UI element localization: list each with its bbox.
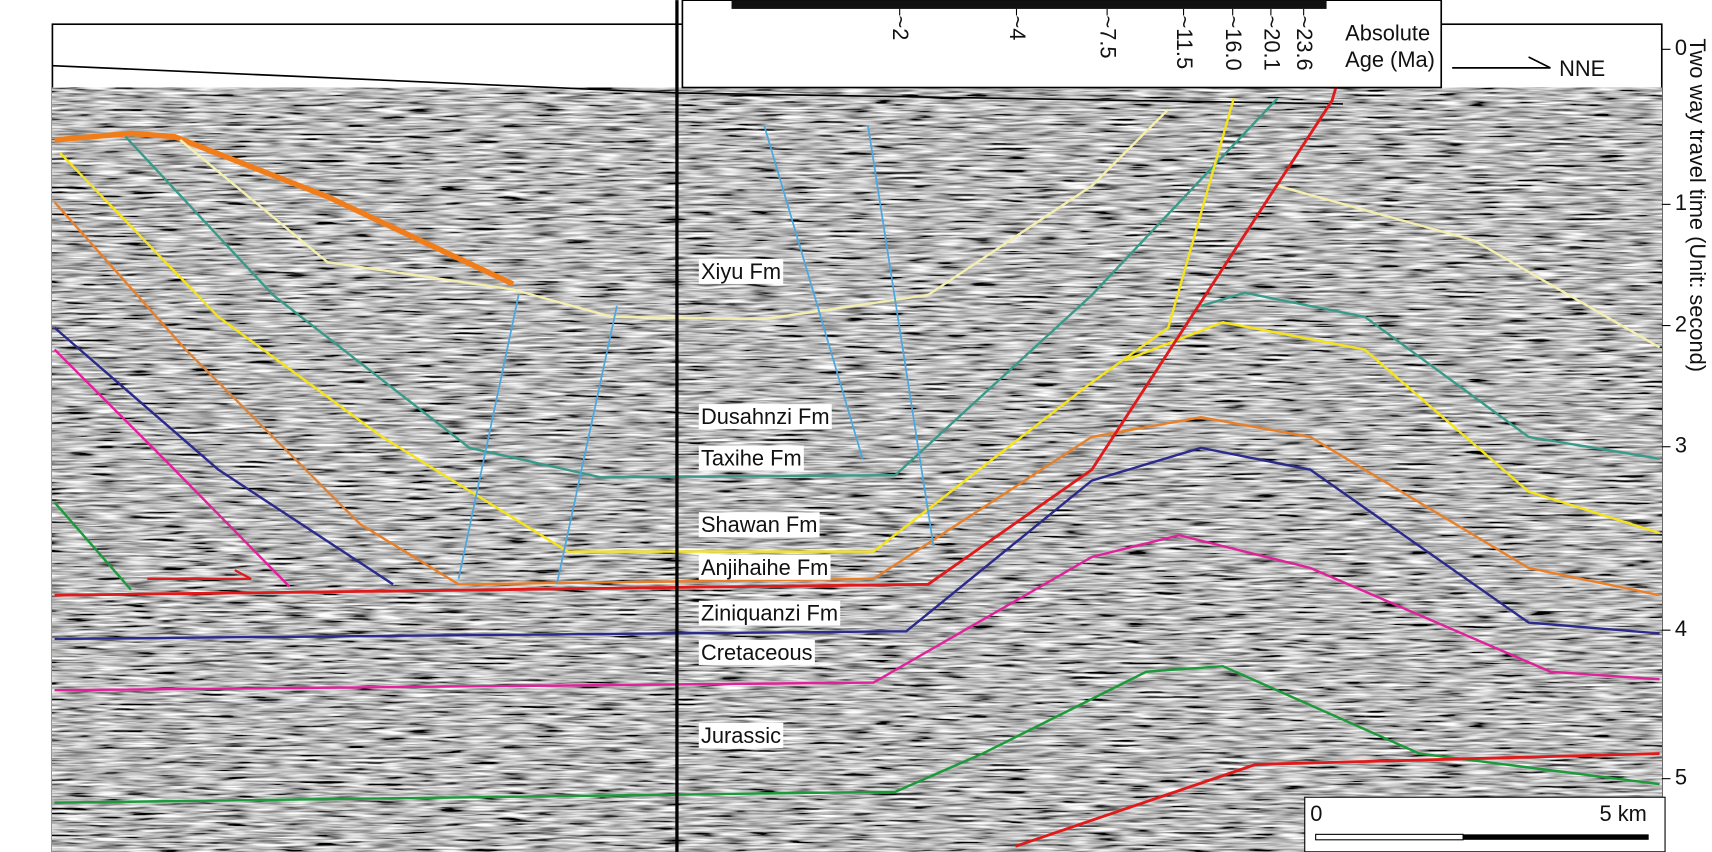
horizon bbox=[1200, 291, 1660, 460]
magnetostratigraphy-bar bbox=[731, 0, 1327, 9]
direction-arrow bbox=[1452, 56, 1551, 69]
normal-fault bbox=[867, 125, 935, 547]
scale-label: 0 bbox=[1310, 801, 1322, 826]
age-label: ~4 bbox=[1005, 15, 1030, 40]
formation: Cretaceous bbox=[698, 639, 815, 665]
horizon bbox=[1277, 184, 1661, 349]
horizon bbox=[53, 201, 1660, 597]
scale-segment bbox=[1315, 833, 1464, 841]
age-label: ~11.5 bbox=[1172, 15, 1197, 69]
age-label: ~23.6 bbox=[1292, 15, 1317, 70]
label-bg bbox=[698, 554, 831, 580]
horizon bbox=[59, 98, 1235, 553]
formation-label: Shawan Fm bbox=[701, 512, 817, 537]
scale-box bbox=[1304, 796, 1666, 852]
label-bg bbox=[698, 600, 841, 626]
tick-label: 3 bbox=[1675, 433, 1687, 458]
tick-label: 5 bbox=[1675, 764, 1687, 789]
formation: Jurassic bbox=[698, 722, 784, 748]
scale-bar: 0 5 km bbox=[1304, 796, 1666, 852]
label-bg bbox=[698, 722, 784, 748]
formation: Ziniquanzi Fm bbox=[698, 600, 841, 626]
horizon bbox=[53, 501, 132, 591]
horizon bbox=[53, 326, 394, 586]
age-label: ~7.5 bbox=[1096, 15, 1121, 58]
horizon bbox=[54, 664, 1660, 804]
tick-label: 4 bbox=[1675, 616, 1687, 641]
tick-label: 2 bbox=[1675, 311, 1687, 336]
formation-label: Cretaceous bbox=[701, 640, 813, 665]
horizon bbox=[53, 348, 291, 588]
tick-label: 0 bbox=[1675, 35, 1687, 60]
horizon bbox=[124, 97, 1279, 479]
formation-labels: Xiyu Fm Dusahnzi Fm Taxihe Fm Shawan Fm Anji… bbox=[698, 258, 841, 748]
horizon bbox=[179, 108, 1170, 321]
horizons bbox=[53, 81, 1661, 848]
time-axis: Two way travel time (Unit: second) 0 1 2 3 4… bbox=[1661, 35, 1710, 789]
age-label: ~2 bbox=[888, 15, 913, 40]
formation-label: Dusahnzi Fm bbox=[701, 404, 830, 429]
formation: Taxihe Fm bbox=[698, 445, 804, 471]
legend-title: Age (Ma) bbox=[1345, 47, 1435, 72]
label-bg bbox=[698, 639, 815, 665]
horizon bbox=[54, 446, 1660, 641]
formation-label: Anjihaihe Fm bbox=[701, 555, 828, 580]
formation-label: Taxihe Fm bbox=[701, 446, 802, 471]
seismic-texture bbox=[52, 87, 1662, 852]
label-bg bbox=[698, 512, 820, 538]
age-labels: ~2 ~4 ~7.5 ~11.5 ~16.0 ~20.1 ~23.6 bbox=[888, 8, 1317, 71]
normal-fault bbox=[763, 125, 864, 460]
formation-label: Jurassic bbox=[701, 723, 781, 748]
formation: Dusahnzi Fm bbox=[698, 404, 832, 430]
legend-box bbox=[681, 0, 1443, 89]
direction-label: NNE bbox=[1559, 56, 1605, 81]
formation: Shawan Fm bbox=[698, 512, 820, 538]
direction: NNE bbox=[1452, 56, 1605, 81]
formation: Xiyu Fm bbox=[698, 258, 784, 284]
age-label: ~20.1 bbox=[1259, 15, 1284, 70]
age-legend: Absolute Age (Ma) bbox=[681, 0, 1443, 89]
label-bg bbox=[698, 258, 784, 284]
label-bg bbox=[698, 404, 832, 430]
fault bbox=[54, 81, 1339, 597]
label-bg bbox=[698, 445, 804, 471]
age-label: ~16.0 bbox=[1221, 15, 1246, 70]
tick-label: 1 bbox=[1675, 190, 1687, 215]
thrust-arrow bbox=[147, 569, 252, 580]
normal-fault bbox=[457, 294, 520, 580]
horizon bbox=[54, 533, 1660, 692]
scale-segment bbox=[1463, 834, 1649, 840]
legend-title: Absolute bbox=[1345, 21, 1430, 46]
normal-fault bbox=[555, 305, 618, 585]
horizon bbox=[54, 130, 515, 287]
formation: Anjihaihe Fm bbox=[698, 554, 831, 580]
horizon bbox=[1124, 321, 1660, 535]
formation-label: Xiyu Fm bbox=[701, 259, 781, 284]
scale-label: 5 km bbox=[1600, 801, 1647, 826]
axis-title: Two way travel time (Unit: second) bbox=[1685, 38, 1710, 372]
fault bbox=[1014, 752, 1660, 848]
formation-label: Ziniquanzi Fm bbox=[701, 601, 838, 626]
